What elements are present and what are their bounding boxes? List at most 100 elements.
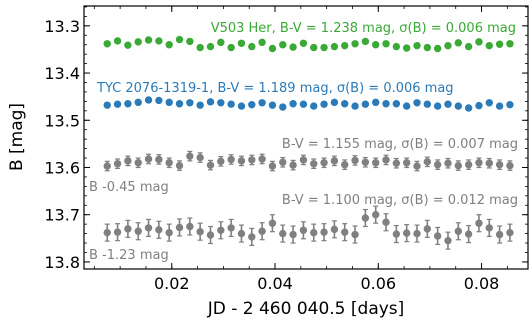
data-point: [289, 230, 297, 239]
annotation-comp2-bv: B-V = 1.100 mag, σ(B) = 0.012 mag: [282, 193, 518, 208]
data-point: [402, 229, 411, 237]
data-point: [320, 159, 328, 167]
data-point: [113, 228, 122, 236]
data-point: [320, 100, 328, 108]
data-point: [124, 225, 132, 233]
data-point: [155, 37, 163, 45]
data-point: [475, 38, 483, 46]
data-point: [454, 102, 463, 110]
data-point: [464, 160, 473, 169]
data-point: [413, 99, 421, 107]
data-point: [330, 98, 339, 107]
y-tick-label: 13.4: [44, 64, 80, 83]
data-point: [206, 42, 215, 51]
data-point: [392, 100, 401, 108]
data-point: [268, 101, 277, 109]
data-point: [330, 225, 339, 234]
data-point: [217, 38, 225, 47]
data-point: [279, 158, 287, 166]
data-point: [165, 41, 173, 49]
data-point: [124, 157, 132, 165]
y-tick-label: 13.3: [44, 17, 80, 36]
annotation-tyc-2076: TYC 2076-1319-1, B-V = 1.189 mag, σ(B) =…: [96, 81, 454, 96]
data-point: [144, 224, 153, 232]
data-point: [248, 100, 256, 109]
data-point: [299, 100, 308, 108]
data-point: [237, 229, 246, 238]
data-point: [289, 161, 297, 169]
data-marks: [103, 35, 514, 250]
data-point: [155, 155, 163, 164]
series-3: [103, 205, 514, 250]
data-point: [506, 161, 514, 170]
data-point: [155, 96, 163, 105]
data-point: [258, 155, 266, 163]
data-point: [268, 162, 277, 170]
data-point: [464, 230, 473, 238]
data-point: [382, 156, 390, 164]
plot-frame: [83, 5, 529, 270]
annotation-v503-her: V503 Her, B-V = 1.238 mag, σ(B) = 0.006 …: [211, 21, 516, 36]
data-point: [186, 222, 194, 231]
data-point: [495, 230, 504, 239]
data-point: [310, 43, 318, 52]
data-point: [289, 43, 297, 51]
data-point: [382, 100, 390, 108]
data-point: [175, 223, 184, 232]
data-point: [237, 102, 246, 110]
y-tick-label: 13.5: [44, 111, 80, 130]
data-point: [299, 226, 308, 234]
data-point: [433, 160, 442, 169]
data-point: [310, 228, 318, 237]
data-point: [206, 98, 215, 106]
series-1: [103, 96, 514, 112]
data-point: [175, 161, 184, 170]
data-point: [464, 42, 473, 51]
data-point: [165, 159, 173, 167]
axes: 0.02 0.04 0.06 0.08 13.3 13.4 13.5 13.6 13.7 13.8: [44, 6, 528, 293]
data-point: [227, 155, 235, 164]
data-point: [402, 44, 411, 52]
data-point: [506, 40, 514, 48]
x-tick-label: 0.02: [154, 274, 190, 293]
data-point: [423, 225, 432, 233]
series-2: [103, 150, 514, 172]
data-point: [196, 227, 204, 236]
data-point: [475, 219, 483, 227]
data-point: [279, 103, 287, 111]
data-point: [186, 152, 194, 160]
data-point: [506, 228, 514, 237]
data-point: [433, 102, 442, 110]
data-point: [506, 100, 514, 109]
data-point: [485, 41, 493, 50]
data-point: [268, 219, 277, 227]
data-point: [186, 99, 194, 107]
data-point: [382, 218, 390, 226]
data-point: [495, 40, 504, 48]
data-point: [485, 99, 493, 107]
data-point: [217, 99, 225, 107]
data-point: [423, 100, 432, 108]
data-point: [299, 39, 308, 48]
x-tick-label: 0.08: [464, 274, 500, 293]
data-point: [144, 96, 153, 104]
data-point: [258, 227, 266, 235]
x-tick-label: 0.06: [360, 274, 396, 293]
data-point: [371, 41, 380, 49]
data-point: [495, 160, 504, 169]
y-tick-label: 13.7: [44, 206, 80, 225]
data-point: [361, 37, 370, 46]
data-point: [341, 41, 349, 50]
data-point: [341, 100, 349, 108]
data-point: [113, 100, 122, 108]
data-point: [196, 101, 204, 109]
data-point: [402, 102, 411, 110]
series-0: [103, 35, 514, 53]
data-point: [320, 43, 328, 52]
data-point: [330, 42, 339, 51]
data-point: [248, 156, 256, 164]
data-point: [134, 227, 142, 235]
data-point: [206, 231, 215, 239]
data-point: [444, 159, 452, 167]
